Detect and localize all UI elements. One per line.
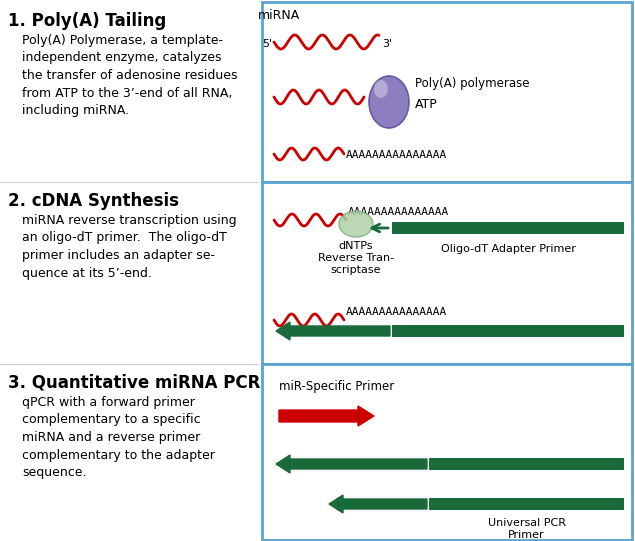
- Bar: [429, 498, 624, 510]
- Ellipse shape: [339, 211, 373, 237]
- Text: 1. Poly(A) Tailing: 1. Poly(A) Tailing: [8, 12, 166, 30]
- Text: Reverse Tran-
scriptase: Reverse Tran- scriptase: [318, 253, 394, 275]
- FancyArrow shape: [276, 455, 427, 473]
- Text: Universal PCR
Primer: Universal PCR Primer: [488, 518, 566, 540]
- Bar: [262, 364, 632, 540]
- Text: AAAAAAAAAAAAAAA: AAAAAAAAAAAAAAA: [346, 307, 447, 317]
- Text: 3. Quantitative miRNA PCR: 3. Quantitative miRNA PCR: [8, 374, 260, 392]
- Bar: [429, 458, 624, 470]
- Text: AAAAAAAAAAAAAAA: AAAAAAAAAAAAAAA: [348, 207, 449, 217]
- Text: miR-Specific Primer: miR-Specific Primer: [279, 380, 394, 393]
- Text: miRNA reverse transcription using
an oligo-dT primer.  The oligo-dT
primer inclu: miRNA reverse transcription using an oli…: [22, 214, 237, 280]
- FancyArrow shape: [276, 322, 390, 340]
- Text: Oligo-dT Adapter Primer: Oligo-dT Adapter Primer: [441, 244, 575, 254]
- Text: qPCR with a forward primer
complementary to a specific
miRNA and a reverse prime: qPCR with a forward primer complementary…: [22, 396, 215, 479]
- Ellipse shape: [374, 80, 388, 98]
- Text: ATP: ATP: [415, 98, 438, 111]
- Ellipse shape: [369, 76, 409, 128]
- FancyArrow shape: [279, 406, 374, 426]
- Text: 5': 5': [262, 39, 272, 49]
- Bar: [262, 2, 632, 182]
- Bar: [262, 182, 632, 364]
- Text: dNTPs: dNTPs: [338, 241, 373, 251]
- Text: Poly(A) Polymerase, a template-
independent enzyme, catalyzes
the transfer of ad: Poly(A) Polymerase, a template- independ…: [22, 34, 237, 117]
- Text: miRNA: miRNA: [258, 9, 300, 22]
- Bar: [392, 325, 624, 337]
- Text: Poly(A) polymerase: Poly(A) polymerase: [415, 76, 530, 89]
- Text: 3': 3': [382, 39, 392, 49]
- Text: AAAAAAAAAAAAAAA: AAAAAAAAAAAAAAA: [346, 150, 447, 160]
- FancyArrow shape: [329, 495, 427, 513]
- Bar: [392, 222, 624, 234]
- Text: 2. cDNA Synthesis: 2. cDNA Synthesis: [8, 192, 179, 210]
